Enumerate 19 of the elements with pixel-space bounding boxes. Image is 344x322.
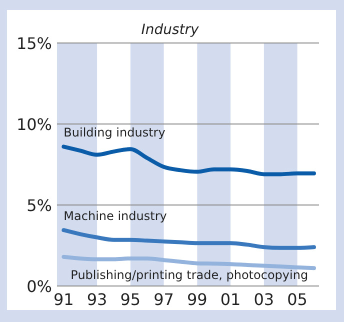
y-tick-label: 0% [26,277,52,296]
series-label: Machine industry [64,209,167,224]
y-tick-label: 10% [16,115,52,134]
x-tick-label: 05 [287,290,308,309]
x-tick-label: 91 [53,290,74,309]
x-tick-label: 03 [254,290,274,309]
chart-title: Industry [141,22,200,38]
y-tick-label: 15% [16,34,52,53]
line-series [62,144,316,176]
series-label: Building industry [64,126,166,140]
x-tick-label: 99 [187,290,208,309]
line-series [62,228,316,250]
line-series [62,254,316,270]
x-tick-label: 01 [220,290,241,309]
x-tick-label: 95 [120,290,141,309]
x-tick-label: 93 [86,290,108,309]
x-tick-label: 97 [154,290,174,309]
series-label: Publishing/printing trade, photocopying [70,268,308,282]
y-tick-label: 5% [26,196,52,215]
